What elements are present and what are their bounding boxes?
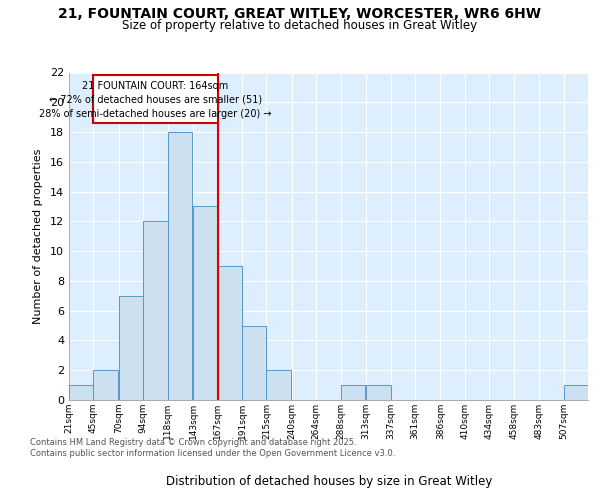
Text: 21, FOUNTAIN COURT, GREAT WITLEY, WORCESTER, WR6 6HW: 21, FOUNTAIN COURT, GREAT WITLEY, WORCES… <box>59 8 542 22</box>
Text: 28% of semi-detached houses are larger (20) →: 28% of semi-detached houses are larger (… <box>39 109 272 119</box>
Bar <box>266 370 291 400</box>
Bar <box>69 385 94 400</box>
Text: ← 72% of detached houses are smaller (51): ← 72% of detached houses are smaller (51… <box>49 95 262 105</box>
Text: Distribution of detached houses by size in Great Witley: Distribution of detached houses by size … <box>166 474 492 488</box>
Bar <box>341 385 365 400</box>
Bar <box>94 370 118 400</box>
Text: Contains HM Land Registry data © Crown copyright and database right 2025.
Contai: Contains HM Land Registry data © Crown c… <box>30 438 395 458</box>
Bar <box>193 206 218 400</box>
Bar <box>218 266 242 400</box>
Bar <box>94 76 218 123</box>
Bar <box>119 296 143 400</box>
Bar <box>563 385 588 400</box>
Text: Size of property relative to detached houses in Great Witley: Size of property relative to detached ho… <box>122 18 478 32</box>
Bar <box>143 222 168 400</box>
Bar <box>366 385 391 400</box>
Y-axis label: Number of detached properties: Number of detached properties <box>33 148 43 324</box>
Text: 21 FOUNTAIN COURT: 164sqm: 21 FOUNTAIN COURT: 164sqm <box>82 80 229 90</box>
Bar <box>168 132 192 400</box>
Bar <box>242 326 266 400</box>
